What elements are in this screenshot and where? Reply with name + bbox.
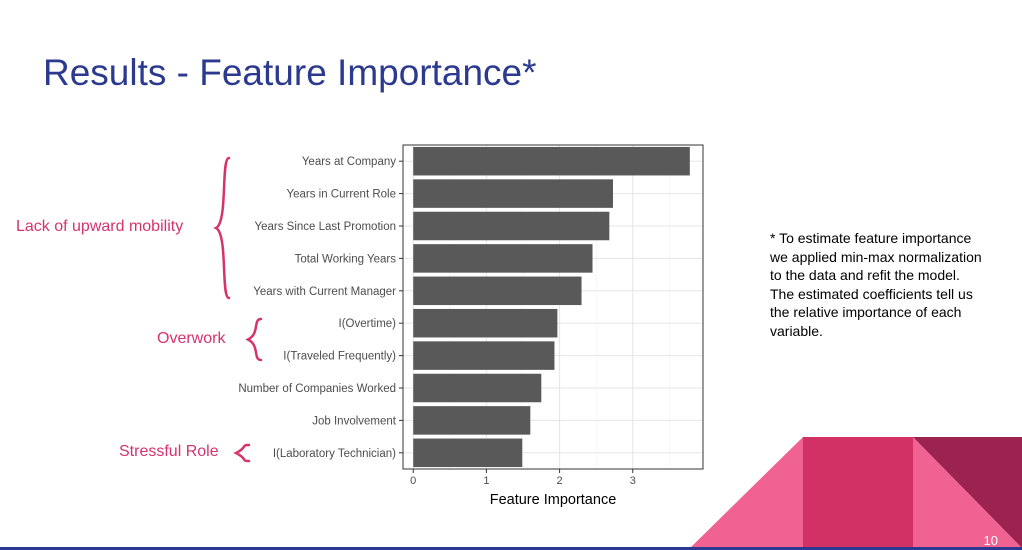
x-tick-label: 2 [557, 475, 563, 487]
group-label-overwork: Overwork [157, 330, 226, 347]
plot-border [402, 144, 704, 470]
bar-7 [413, 341, 555, 370]
bar-3 [413, 211, 610, 241]
decor-block-center [803, 437, 913, 548]
footnote: * To estimate feature importance we appl… [770, 230, 982, 339]
bar-1 [413, 146, 690, 176]
y-tick-label: I(Traveled Frequently) [283, 351, 396, 363]
brace-stressful-role [233, 443, 251, 463]
group-label-upward-mobility: Lack of upward mobility [16, 218, 184, 235]
bar-2 [413, 179, 613, 208]
page-number: 10 [983, 533, 998, 548]
y-tick-label: Years with Current Manager [253, 286, 396, 298]
x-axis-title: Feature Importance [490, 492, 617, 508]
bar-6 [413, 308, 558, 338]
bar-10 [413, 438, 523, 468]
x-tick-label: 1 [483, 475, 489, 487]
x-tick-label: 0 [410, 475, 416, 487]
y-tick-label: Total Working Years [295, 253, 397, 265]
y-tick-label: Number of Companies Worked [238, 383, 396, 395]
x-tick-label: 3 [630, 475, 636, 487]
y-tick-label: I(Overtime) [339, 318, 397, 330]
bar-8 [413, 373, 542, 403]
bar-4 [413, 244, 593, 273]
y-tick-label: Years in Current Role [286, 189, 396, 201]
y-tick-label: I(Laboratory Technician) [273, 448, 396, 460]
group-label-stressful-role: Stressful Role [119, 443, 219, 460]
y-tick-label: Job Involvement [312, 415, 397, 427]
bar-9 [413, 406, 531, 435]
y-tick-label: Years Since Last Promotion [255, 221, 397, 233]
slide-title: Results - Feature Importance* [43, 52, 537, 93]
y-tick-label: Years at Company [302, 156, 396, 168]
bottom-rule [0, 547, 1022, 550]
decor-triangle-right-dark [913, 437, 1022, 548]
decor-triangle-left [690, 437, 803, 548]
brace-overwork [245, 317, 263, 362]
bar-5 [413, 276, 582, 306]
brace-upward-mobility [213, 156, 231, 300]
